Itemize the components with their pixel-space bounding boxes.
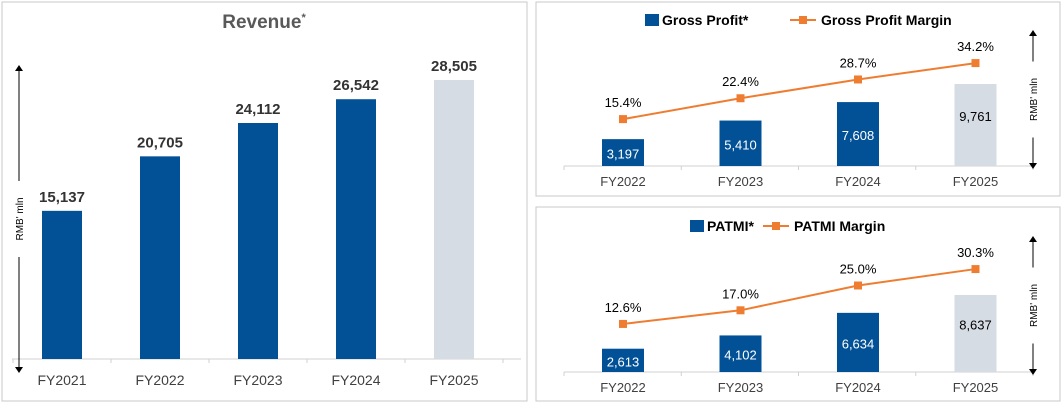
margin-point (854, 281, 862, 290)
legend-bar-label: PATMI* (707, 218, 754, 234)
bar-value-label: 5,410 (724, 137, 757, 152)
revenue-value-label: 20,705 (137, 134, 183, 151)
revenue-bar (238, 122, 278, 359)
margin-line (622, 62, 976, 121)
x-tick-label: FY2022 (600, 380, 646, 395)
revenue-value-label: 28,505 (431, 58, 477, 75)
x-tick-label: FY2024 (331, 372, 380, 388)
legend-line-label: PATMI Margin (794, 218, 885, 234)
revenue-title: Revenue* (222, 12, 306, 33)
margin-label: 28.7% (840, 55, 877, 70)
margin-point (854, 75, 862, 84)
x-tick-label: FY2022 (135, 372, 184, 388)
legend-bar-label: Gross Profit* (662, 12, 749, 28)
legend-line-label: Gross Profit Margin (821, 12, 952, 28)
bar-value-label: 2,613 (607, 354, 640, 369)
revenue-bar (336, 99, 376, 359)
x-tick-label: FY2023 (233, 372, 282, 388)
margin-label: 34.2% (957, 39, 994, 54)
margin-label: 17.0% (722, 286, 759, 301)
bar (837, 102, 879, 166)
revenue-bar (434, 80, 474, 359)
revenue-bar (42, 210, 82, 359)
legend-line-marker (799, 16, 807, 24)
bar-value-label: 6,634 (842, 336, 875, 351)
x-tick-label: FY2025 (953, 174, 999, 189)
x-tick-label: FY2023 (718, 174, 764, 189)
bar (719, 120, 762, 166)
x-tick-label: FY2022 (600, 174, 646, 189)
legend-bar-swatch (690, 220, 704, 232)
y-axis-label: RMB' mln (1029, 78, 1040, 121)
revenue-bar (140, 156, 180, 359)
margin-line (622, 268, 976, 325)
margin-point (971, 59, 980, 68)
margin-point (619, 115, 627, 124)
margin-label: 22.4% (722, 74, 759, 89)
revenue-value-label: 24,112 (235, 101, 280, 118)
margin-label: 12.6% (605, 300, 642, 315)
margin-label: 15.4% (605, 95, 642, 110)
bar (602, 348, 644, 372)
x-tick-label: FY2021 (37, 372, 86, 388)
bar-value-label: 7,608 (842, 128, 875, 143)
margin-point (619, 319, 627, 328)
revenue-value-label: 15,137 (39, 189, 85, 206)
bar-value-label: 9,761 (959, 109, 992, 124)
bar (602, 139, 644, 166)
x-tick-label: FY2024 (835, 380, 881, 395)
margin-point (736, 94, 745, 103)
margin-label: 30.3% (957, 245, 994, 260)
margin-point (971, 265, 980, 274)
revenue-value-label: 26,542 (333, 77, 379, 94)
margin-label: 25.0% (840, 262, 877, 277)
bar (954, 295, 997, 372)
y-axis-label: RMB' mln (1029, 284, 1040, 327)
x-tick-label: FY2025 (429, 372, 478, 388)
legend-bar-swatch (645, 14, 659, 26)
margin-point (736, 306, 745, 315)
x-tick-label: FY2025 (953, 380, 999, 395)
bar-value-label: 4,102 (724, 348, 757, 363)
bar (954, 84, 997, 166)
legend-line-marker (772, 222, 780, 230)
bar (837, 312, 879, 372)
x-tick-label: FY2024 (835, 174, 881, 189)
bar (719, 335, 762, 372)
y-axis-label: RMB' mln (15, 197, 26, 240)
bar-value-label: 3,197 (607, 147, 640, 162)
bar-value-label: 8,637 (959, 318, 992, 333)
x-tick-label: FY2023 (718, 380, 764, 395)
